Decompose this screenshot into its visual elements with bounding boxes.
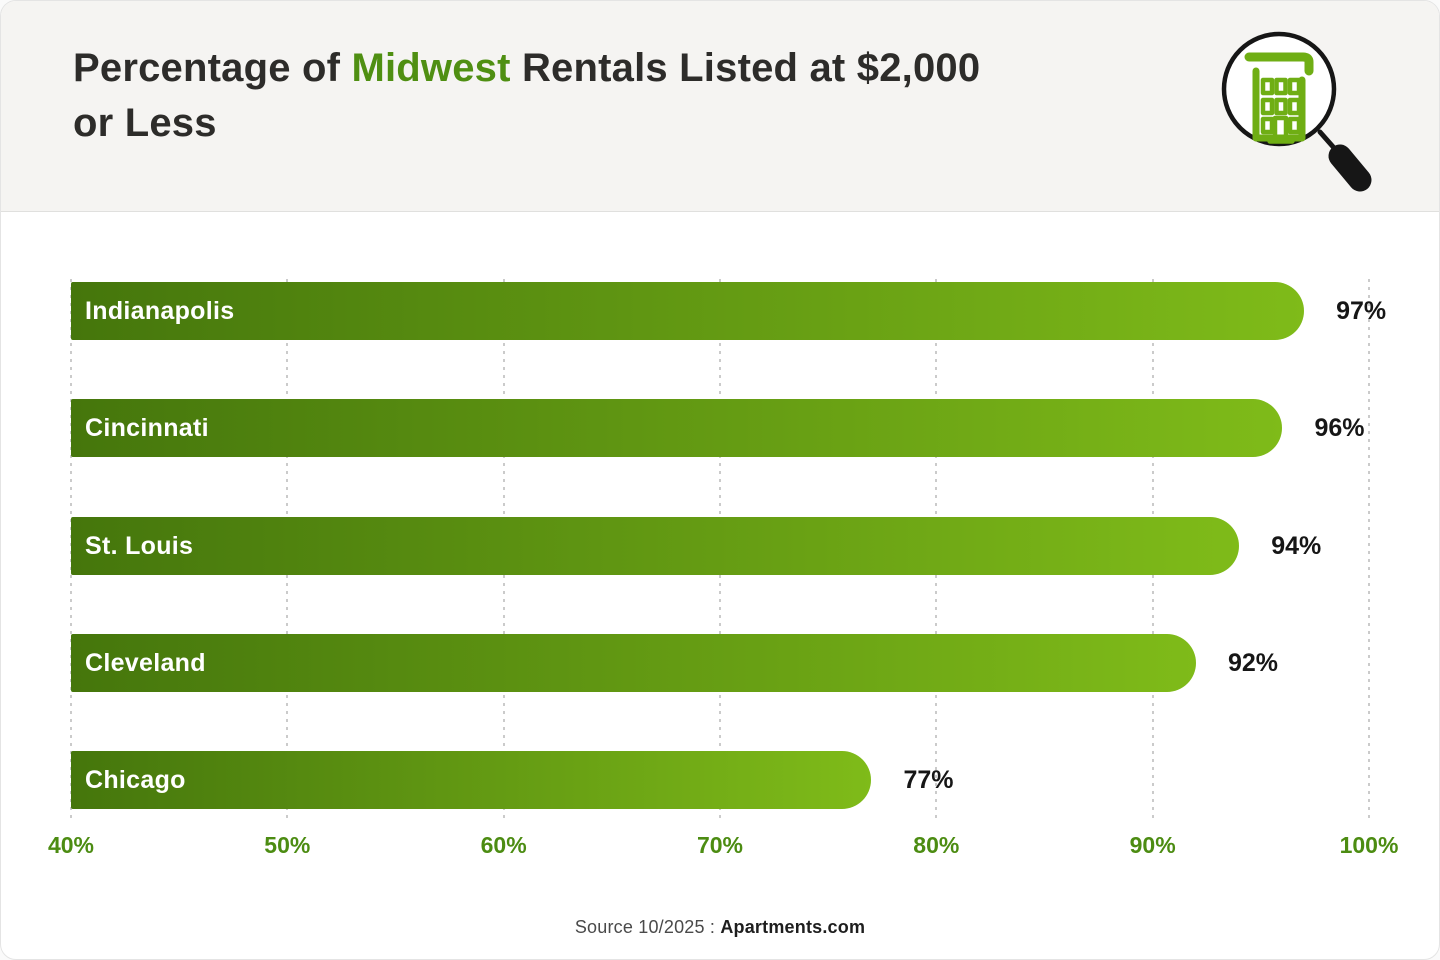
axis-tick-label: 50% <box>264 832 311 858</box>
x-axis: 40% 50% 60% 70% 80% 90% 100% <box>48 832 1398 862</box>
bar-st-louis: St. Louis <box>71 516 1240 575</box>
bar-label: Chicago <box>85 766 186 794</box>
window <box>1260 77 1275 96</box>
bar-row: Chicago 77% <box>71 751 1369 809</box>
bar-label: Indianapolis <box>85 297 235 325</box>
magnifier-handle <box>1328 144 1372 192</box>
bar-chicago: Chicago <box>71 751 872 809</box>
building-magnifier-icon <box>1211 17 1381 202</box>
bar-indianapolis: Indianapolis <box>71 282 1305 340</box>
bar-value: 92% <box>1227 648 1278 677</box>
building-icon <box>1244 52 1314 144</box>
bar-cleveland: Cleveland <box>71 633 1196 692</box>
bar-row: St. Louis 94% <box>71 516 1369 575</box>
title-highlight: Midwest <box>351 46 511 90</box>
axis-tick-label: 90% <box>1129 832 1176 858</box>
source-prefix: Source 10/2025 : <box>574 917 721 937</box>
title-suffix: Rentals Listed at $2,000 or Less <box>73 46 981 145</box>
bar-value: 77% <box>903 766 954 794</box>
bar-row: Cleveland 92% <box>71 633 1369 692</box>
source-line: Source 10/2025 : Apartments.com <box>1 917 1439 938</box>
source-brand: Apartments.com <box>720 917 866 937</box>
window <box>1260 116 1275 135</box>
axis-tick-label: 70% <box>696 832 744 858</box>
bar-label: St. Louis <box>85 531 194 560</box>
building-roof <box>1244 52 1314 76</box>
window <box>1287 97 1302 116</box>
window <box>1260 97 1275 116</box>
bar-label: Cincinnati <box>85 414 209 443</box>
bar-value: 94% <box>1271 531 1322 560</box>
bar-row: Cincinnati 96% <box>71 399 1369 458</box>
window <box>1287 116 1302 135</box>
axis-tick-label: 80% <box>913 832 960 858</box>
window <box>1287 77 1302 96</box>
bar-cincinnati: Cincinnati <box>71 399 1283 458</box>
axis-tick-label: 60% <box>480 832 527 858</box>
bar-value: 96% <box>1314 414 1365 443</box>
bar-row: Indianapolis 97% <box>71 282 1386 340</box>
header: Percentage of Midwest Rentals Listed at … <box>1 1 1439 212</box>
gridline-100 <box>1368 279 1370 821</box>
page-title: Percentage of Midwest Rentals Listed at … <box>73 41 1013 151</box>
window <box>1274 77 1288 96</box>
bar-label: Cleveland <box>85 648 206 677</box>
magnifier-handle-neck <box>1317 129 1338 152</box>
magnifier-lens <box>1221 31 1337 147</box>
chart-area: Indianapolis 97% Cincinnati 96% St. Louis 94%… <box>70 279 1386 821</box>
window <box>1274 97 1288 116</box>
bar-value: 97% <box>1336 297 1387 325</box>
axis-tick-label: 40% <box>47 832 95 858</box>
building-door <box>1272 115 1289 141</box>
title-prefix: Percentage of <box>73 46 352 90</box>
magnifier-svg <box>1221 31 1372 192</box>
axis-tick-label: 100% <box>1339 832 1399 858</box>
